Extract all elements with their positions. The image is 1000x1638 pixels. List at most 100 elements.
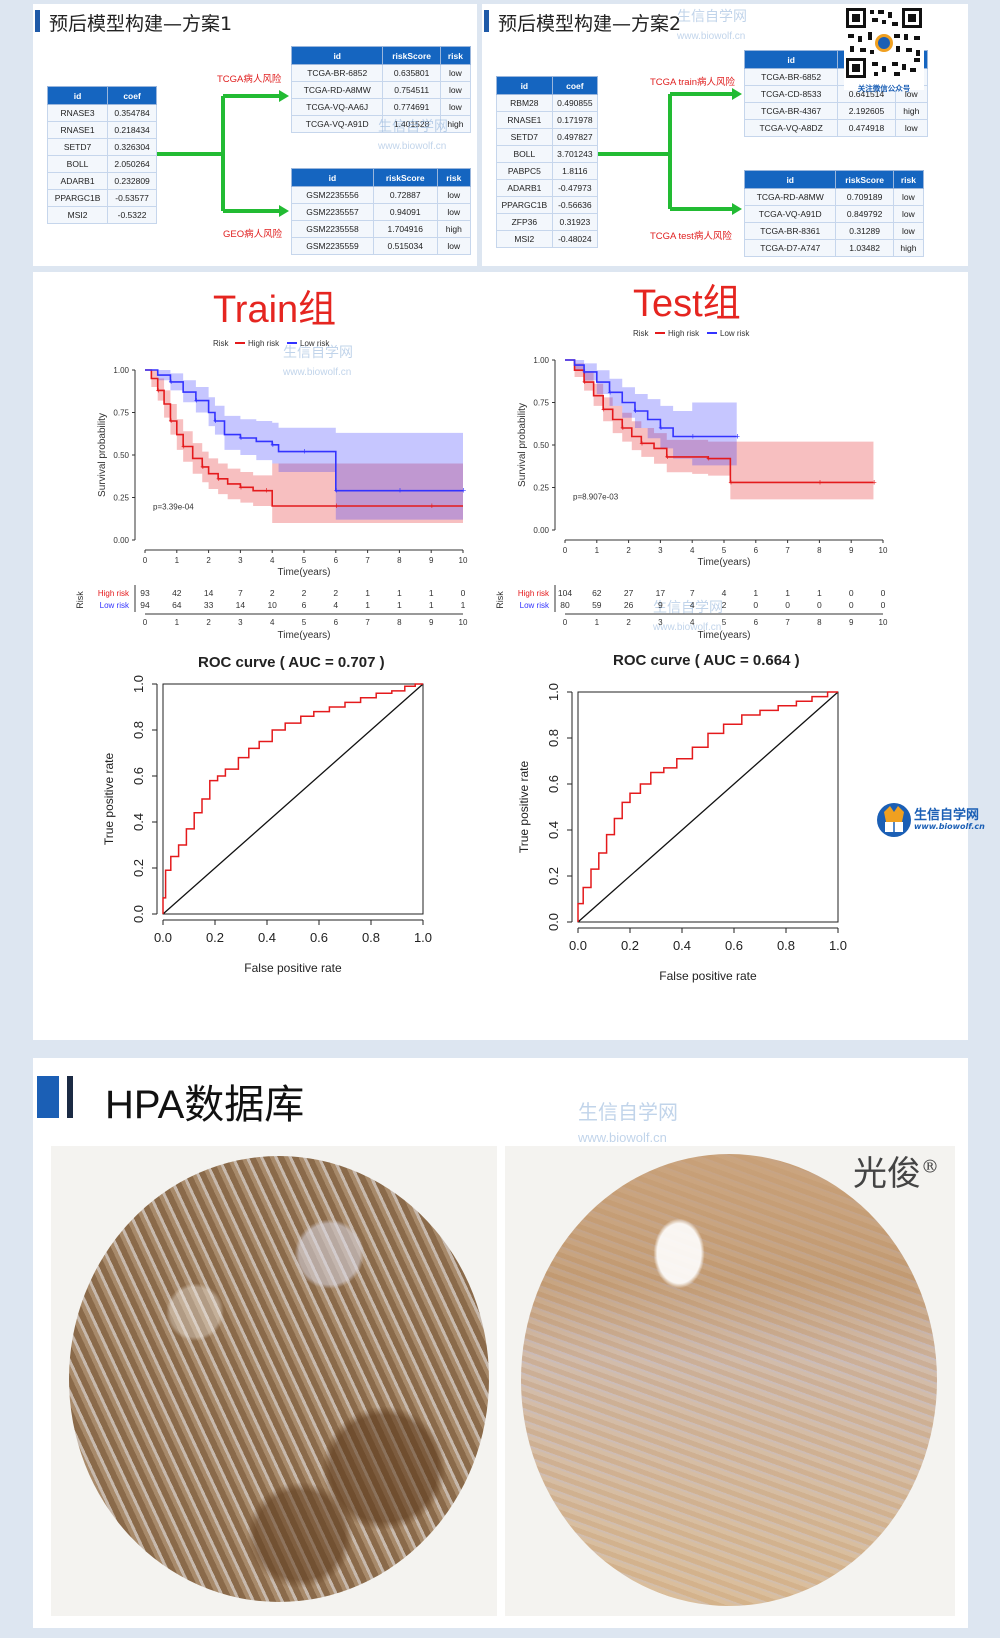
x-tick-label: 0.2 bbox=[206, 930, 224, 945]
roc-curve bbox=[162, 683, 423, 914]
table-cell: low bbox=[436, 186, 472, 204]
censor-mark: + bbox=[200, 462, 205, 472]
table-cell: 0.354784 bbox=[107, 104, 157, 122]
qr-code[interactable]: 关注微信公众号 bbox=[844, 6, 924, 93]
x-tick-label: 0.4 bbox=[258, 930, 276, 945]
table-cell: low bbox=[892, 188, 925, 206]
legend-label: High risk bbox=[248, 339, 280, 348]
confidence-band bbox=[145, 370, 463, 523]
x-tick-label: 10 bbox=[459, 556, 468, 565]
table-cell: 2.192605 bbox=[837, 102, 896, 120]
analysis-panel: Train组 Test组 生信自学网 www.biowolf.cn 生信自学网 ww… bbox=[33, 272, 968, 1040]
y-tick-label: 0.00 bbox=[533, 526, 549, 535]
table-cell: RBM28 bbox=[496, 94, 553, 112]
censor-mark: + bbox=[156, 385, 161, 395]
censor-mark: + bbox=[168, 416, 173, 426]
y-tick-label: 0.50 bbox=[113, 451, 129, 460]
table-cell: -0.53577 bbox=[107, 189, 157, 207]
table-row: GSM2235556 0.72887 low bbox=[291, 186, 472, 204]
x-axis-label: Time(years) bbox=[698, 557, 751, 568]
table-cell: -0.5322 bbox=[107, 206, 157, 224]
risk-count: 1 bbox=[365, 588, 370, 598]
table-cell: -0.47973 bbox=[551, 179, 599, 197]
risk-count: 1 bbox=[397, 588, 402, 598]
table-row: ZFP36 0.31923 bbox=[496, 213, 599, 231]
risk-count: 4 bbox=[722, 588, 727, 598]
table-cell: 0.72887 bbox=[372, 186, 438, 204]
risk-row-label: Low risk bbox=[100, 601, 130, 610]
x-tick-label: 1.0 bbox=[829, 938, 847, 953]
side-logo[interactable]: 生信自学网 www.biowolf.cn bbox=[876, 802, 1000, 840]
censor-mark: + bbox=[216, 474, 221, 484]
risk-count: 1 bbox=[429, 588, 434, 598]
censor-mark: + bbox=[608, 387, 613, 397]
table-cell: RNASE3 bbox=[46, 104, 109, 122]
risk-count: 1 bbox=[753, 588, 758, 598]
risk-count: 14 bbox=[204, 588, 214, 598]
plot-frame bbox=[577, 691, 839, 923]
table-header: id bbox=[290, 46, 384, 65]
y-tick-label: 0.25 bbox=[113, 494, 129, 503]
survival-curve bbox=[145, 369, 463, 492]
risk-count: 1 bbox=[461, 600, 466, 610]
table-cell: low bbox=[892, 222, 925, 240]
censor-mark: + bbox=[213, 416, 218, 426]
risk-count: 6 bbox=[302, 600, 307, 610]
y-tick-label: 0.8 bbox=[131, 721, 146, 739]
table-row: TCGA-BR-4367 2.192605 high bbox=[743, 102, 929, 120]
test-roc-title: ROC curve ( AUC = 0.664 ) bbox=[613, 652, 800, 669]
x-tick-label: 9 bbox=[849, 618, 854, 627]
table-cell: 0.497827 bbox=[551, 128, 599, 146]
table-header: coef bbox=[107, 86, 157, 105]
table-cell: 0.218434 bbox=[107, 121, 157, 139]
table-header: risk bbox=[892, 170, 925, 189]
x-tick-label: 6 bbox=[754, 618, 759, 627]
scheme1-coef-table: id coef RNASE3 0.354784 RNASE1 0.218434 SETD7 0… bbox=[46, 86, 157, 224]
x-tick-label: 3 bbox=[658, 618, 663, 627]
table-cell: RNASE1 bbox=[46, 121, 109, 139]
table-row: RBM28 0.490855 bbox=[496, 94, 599, 112]
table-cell: SETD7 bbox=[46, 138, 109, 156]
table-cell: 1.03482 bbox=[835, 239, 894, 257]
y-tick-label: 1.00 bbox=[113, 366, 129, 375]
censor-mark: + bbox=[658, 423, 663, 433]
table-cell: ADARB1 bbox=[496, 179, 553, 197]
x-tick-label: 3 bbox=[658, 546, 663, 555]
table-cell: low bbox=[436, 203, 472, 221]
table-row: SETD7 0.326304 bbox=[46, 138, 157, 156]
x-tick-label: 3 bbox=[238, 618, 243, 627]
x-tick-label: 6 bbox=[754, 546, 759, 555]
x-axis-label: False positive rate bbox=[659, 969, 757, 983]
test-roc-plot: 0.0 0.2 0.4 0.6 0.8 1.0 0.0 0.2 0.4 0.6 0.8 1.0 Fals… bbox=[517, 683, 847, 983]
scheme1-label-top: TCGA病人风险 bbox=[217, 74, 282, 85]
x-tick-label: 10 bbox=[879, 546, 888, 555]
p-value: p=8.907e-03 bbox=[573, 492, 619, 501]
table-cell: ADARB1 bbox=[46, 172, 109, 190]
hpa-title-bar-icon bbox=[67, 1076, 73, 1118]
qr-code-icon bbox=[844, 6, 924, 80]
risk-count: 0 bbox=[461, 588, 466, 598]
x-tick-label: 0.6 bbox=[310, 930, 328, 945]
table-header: id bbox=[46, 86, 109, 105]
table-cell: MSI2 bbox=[46, 206, 109, 224]
test-group-title: Test组 bbox=[633, 283, 741, 325]
censor-mark: + bbox=[334, 501, 339, 511]
title-bar-icon bbox=[35, 10, 40, 32]
x-tick-label: 2 bbox=[206, 618, 211, 627]
table-row: RNASE1 0.171978 bbox=[496, 111, 599, 129]
table-header: riskScore bbox=[372, 168, 438, 187]
censor-mark: + bbox=[620, 423, 625, 433]
censor-mark: + bbox=[633, 406, 638, 416]
x-tick-label: 1 bbox=[595, 546, 600, 555]
censor-mark: + bbox=[728, 477, 733, 487]
table-cell: 0.709189 bbox=[835, 188, 894, 206]
risk-count: 1 bbox=[397, 600, 402, 610]
table-cell: TCGA-BR-6852 bbox=[743, 68, 839, 86]
reference-line bbox=[162, 683, 424, 915]
risk-count: 0 bbox=[817, 600, 822, 610]
x-tick-label: 0.2 bbox=[621, 938, 639, 953]
hpa-title: HPA数据库 bbox=[105, 1083, 305, 1127]
y-tick-label: 1.00 bbox=[533, 356, 549, 365]
table-cell: 2.050264 bbox=[107, 155, 157, 173]
